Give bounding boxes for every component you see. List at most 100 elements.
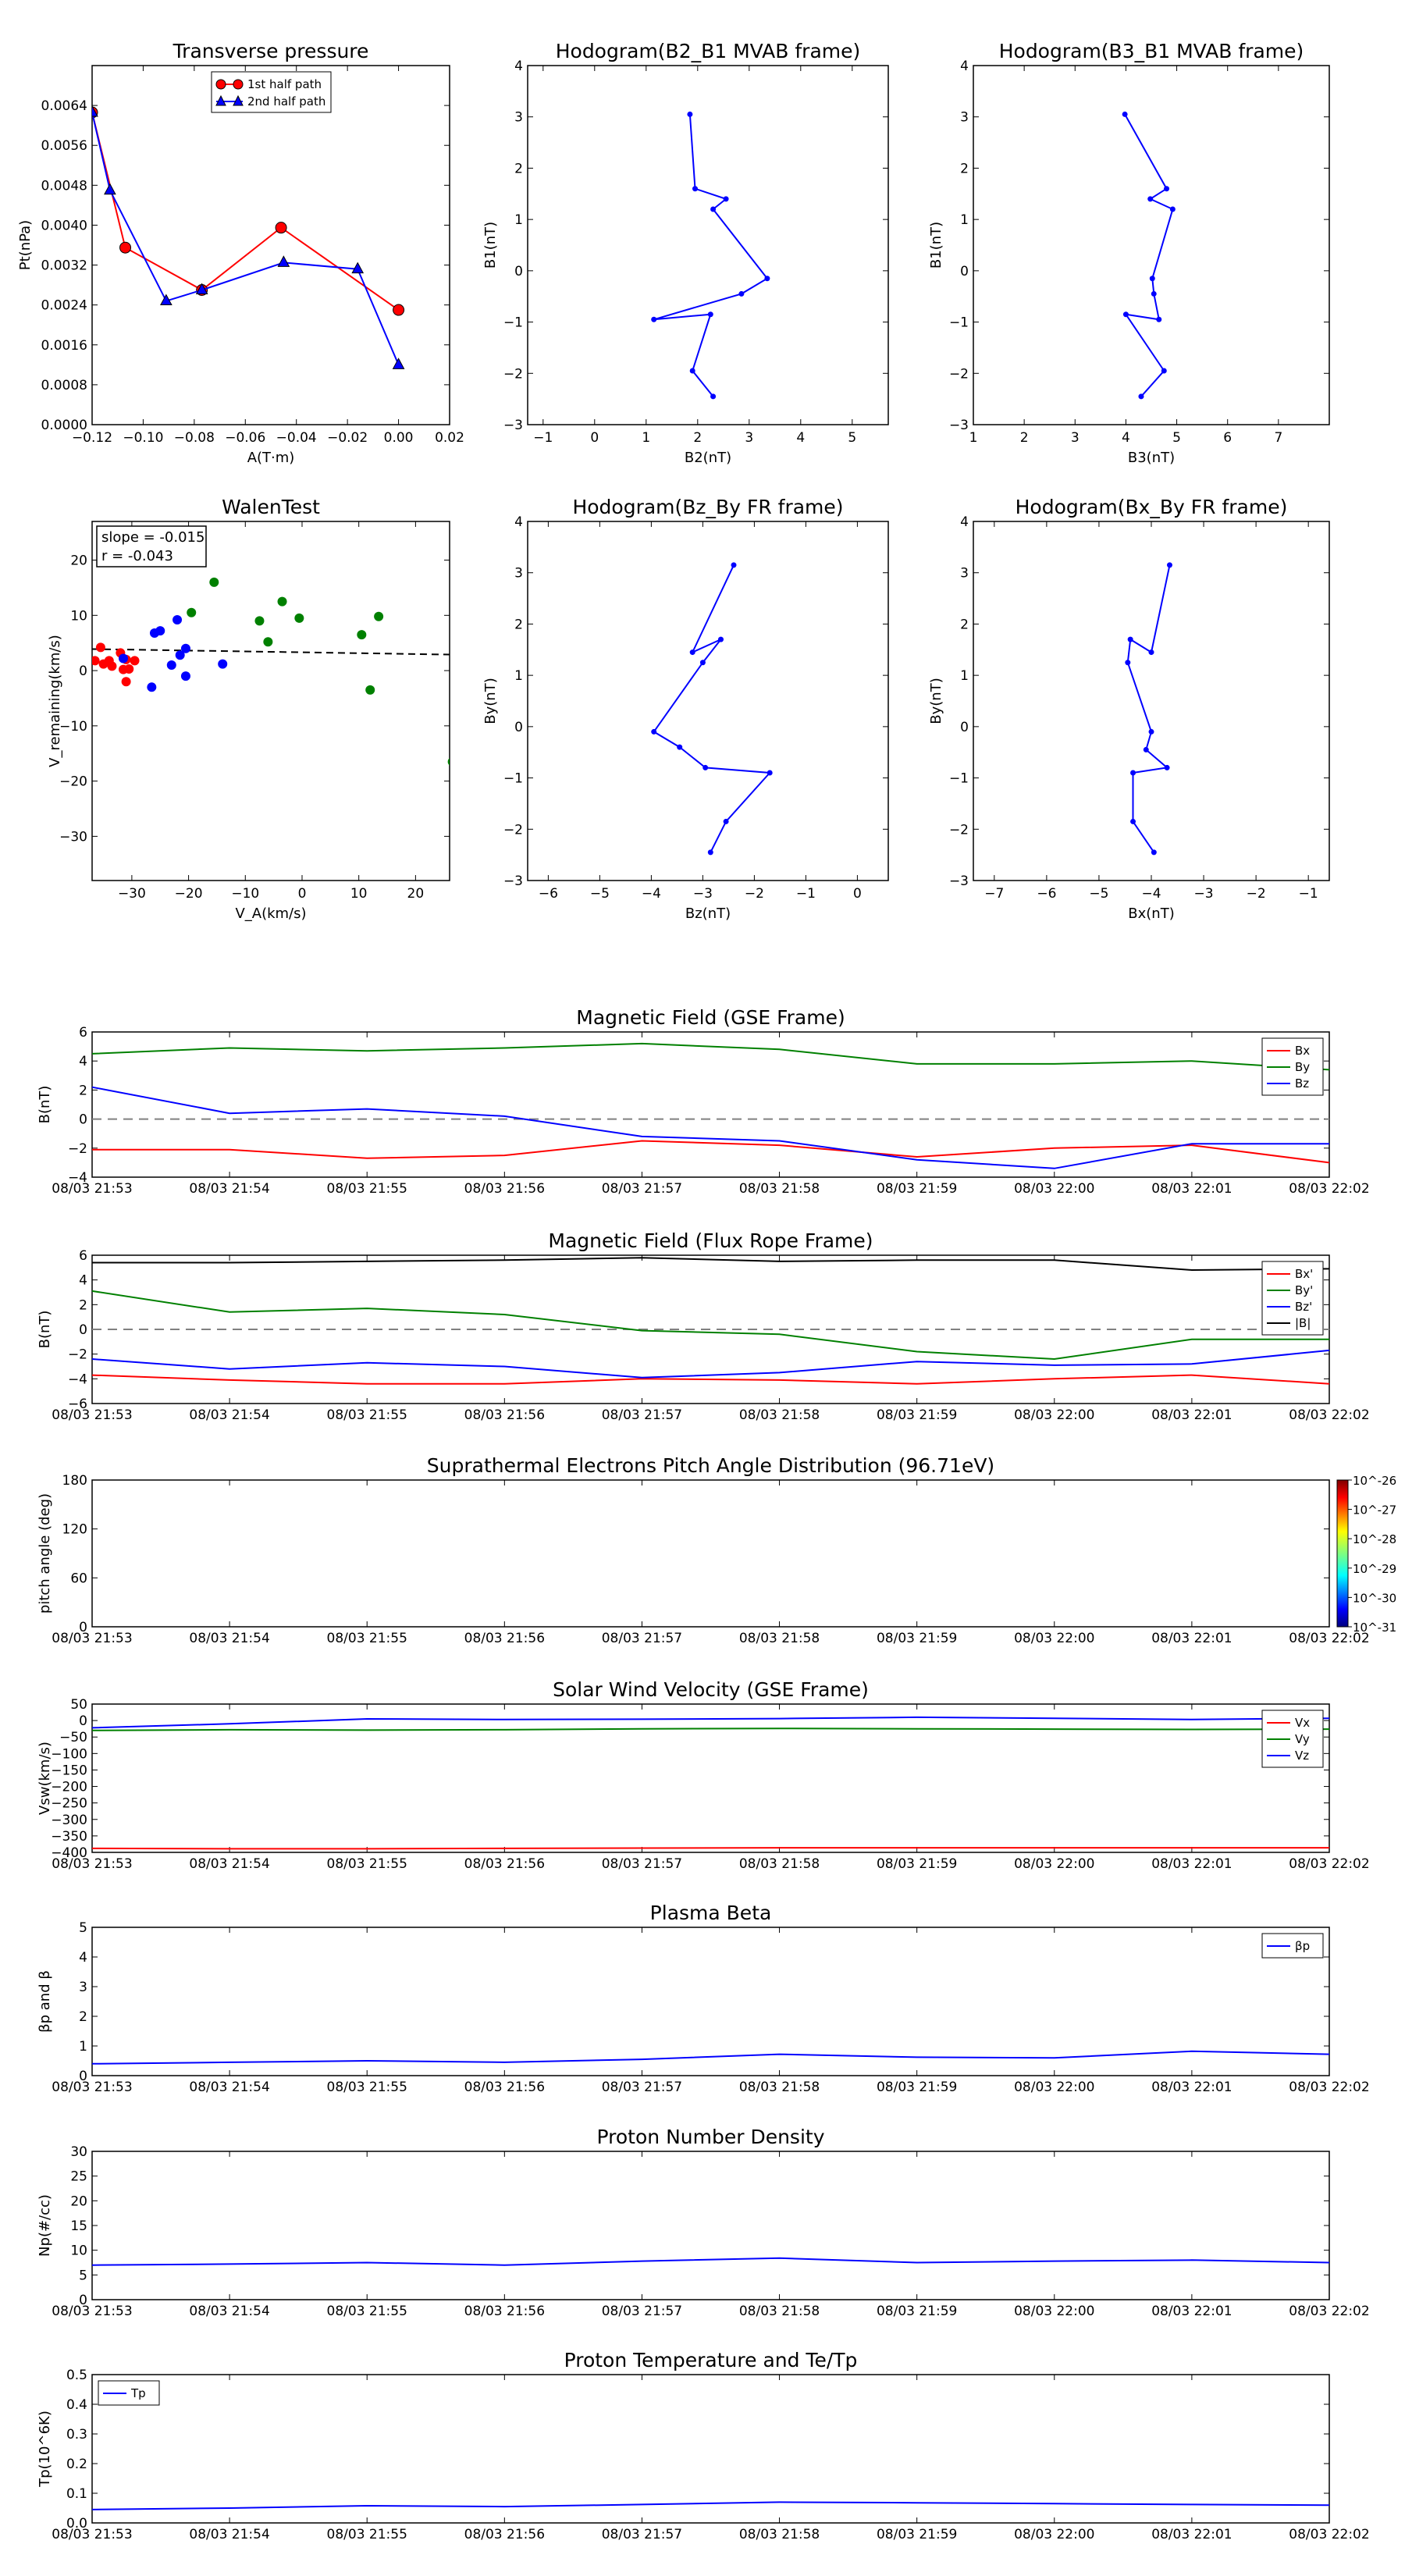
time-tick-label: 08/03 21:57 — [602, 1631, 682, 1646]
y-tick-label: −4 — [68, 1372, 87, 1387]
y-tick-label: 120 — [62, 1522, 87, 1538]
time-tick-label: 08/03 22:02 — [1289, 2304, 1369, 2319]
y-tick-label: −20 — [59, 774, 87, 790]
time-tick-label: 08/03 21:54 — [189, 1856, 269, 1872]
x-tick-label: 3 — [745, 430, 753, 446]
y-tick-label: −3 — [503, 873, 523, 889]
data-point — [710, 206, 717, 212]
data-point — [707, 311, 713, 318]
data-point — [689, 649, 695, 656]
time-tick-label: 08/03 21:56 — [464, 2080, 545, 2095]
time-tick-label: 08/03 21:55 — [327, 1631, 407, 1646]
legend-label: Vz — [1295, 1749, 1309, 1763]
chart-title: Hodogram(Bz_By FR frame) — [572, 496, 843, 518]
y-tick-label: 5 — [79, 2268, 87, 2283]
y-tick-label: 3 — [514, 110, 523, 126]
data-point — [1164, 764, 1170, 770]
chart-title: Magnetic Field (Flux Rope Frame) — [548, 1229, 873, 1252]
time-tick-label: 08/03 21:58 — [739, 2080, 820, 2095]
x-tick-label: 0.00 — [384, 430, 414, 446]
time-tick-label: 08/03 22:02 — [1289, 1856, 1369, 1872]
legend-label: Bz' — [1295, 1300, 1312, 1314]
x-axis-label: B3(nT) — [1128, 450, 1175, 466]
data-point — [702, 764, 709, 770]
y-tick-label: 3 — [79, 1980, 87, 1995]
data-point — [1164, 186, 1170, 192]
y-tick-label: 0.0064 — [41, 98, 87, 114]
time-tick-label: 08/03 21:53 — [52, 1631, 132, 1646]
time-tick-label: 08/03 21:55 — [327, 1856, 407, 1872]
x-tick-label: −4 — [642, 886, 661, 902]
colorbar-label: 10^-26 — [1353, 1474, 1396, 1488]
x-tick-label: 4 — [796, 430, 805, 446]
series-line-bz — [91, 1349, 1330, 1379]
data-point — [365, 685, 375, 695]
data-point — [218, 659, 228, 669]
series-line-by — [91, 1042, 1330, 1071]
chart-title: Hodogram(B2_B1 MVAB frame) — [556, 40, 861, 62]
y-tick-label: 0.4 — [66, 2397, 87, 2413]
legend-label: Bz — [1295, 1076, 1309, 1091]
time-tick-label: 08/03 21:53 — [52, 1407, 132, 1423]
time-tick-label: 08/03 22:02 — [1289, 2527, 1369, 2542]
data-point — [738, 290, 745, 297]
data-point — [294, 613, 304, 623]
time-tick-label: 08/03 21:54 — [189, 2527, 269, 2542]
data-point — [1166, 562, 1172, 568]
plot-body — [92, 577, 450, 766]
y-tick-label: 0.0016 — [41, 338, 87, 354]
legend-label: Bx' — [1295, 1267, 1313, 1281]
y-tick-label: −250 — [51, 1796, 87, 1812]
time-tick-label: 08/03 21:53 — [52, 1181, 132, 1197]
y-tick-label: −1 — [503, 771, 523, 787]
fit-line — [92, 648, 450, 656]
y-axis-label: βp and β — [37, 1970, 53, 2033]
data-point — [1147, 196, 1154, 202]
time-tick-label: 08/03 21:55 — [327, 1181, 407, 1197]
data-point — [1169, 206, 1176, 212]
y-tick-label: 0.1 — [66, 2486, 87, 2502]
time-tick-label: 08/03 21:58 — [739, 1407, 820, 1423]
time-tick-label: 08/03 22:01 — [1151, 1631, 1232, 1646]
data-point — [1156, 316, 1162, 322]
data-point — [447, 758, 450, 766]
x-axis-label: B2(nT) — [685, 450, 731, 466]
y-tick-label: 0.0032 — [41, 258, 87, 274]
time-tick-label: 08/03 21:58 — [739, 2527, 820, 2542]
y-axis-label: B(nT) — [37, 1311, 53, 1349]
legend-box — [1261, 1037, 1324, 1096]
series-line-1 — [92, 112, 400, 365]
time-tick-label: 08/03 21:57 — [602, 1856, 682, 1872]
data-point — [699, 660, 706, 666]
y-tick-label: 2 — [79, 1083, 87, 1098]
data-point — [723, 818, 729, 824]
data-point — [187, 607, 197, 617]
y-tick-label: 0 — [79, 1620, 87, 1635]
y-tick-label: 2 — [79, 2009, 87, 2025]
data-point — [392, 358, 405, 369]
data-point — [1149, 276, 1155, 282]
series-line-0 — [1124, 113, 1174, 397]
data-point — [710, 393, 717, 400]
plot-frame — [91, 65, 450, 425]
y-tick-label: 4 — [960, 514, 969, 530]
x-tick-label: 20 — [407, 886, 425, 902]
x-tick-label: −2 — [1247, 886, 1266, 902]
data-point — [119, 241, 132, 254]
chart-beta: Plasma Beta 08/03 21:53 08/03 21:54 08/03 2… — [37, 1902, 1370, 2095]
y-tick-label: −2 — [503, 822, 523, 838]
chart-title: Solar Wind Velocity (GSE Frame) — [553, 1678, 869, 1701]
y-axis-label: Np(#/cc) — [37, 2194, 53, 2257]
annotation-slope: slope = -0.015 — [101, 529, 205, 546]
y-axis-label: By(nT) — [482, 678, 499, 724]
y-tick-label: 6 — [79, 1248, 87, 1264]
data-point — [147, 682, 157, 692]
x-tick-label: −1 — [533, 430, 553, 446]
plot-frame — [973, 65, 1330, 425]
y-tick-label: −150 — [51, 1763, 87, 1778]
y-tick-label: 4 — [79, 1054, 87, 1069]
data-point — [155, 626, 165, 636]
time-tick-label: 08/03 21:58 — [739, 1856, 820, 1872]
y-tick-label: −3 — [503, 418, 523, 433]
y-tick-label: 0.0024 — [41, 298, 87, 314]
